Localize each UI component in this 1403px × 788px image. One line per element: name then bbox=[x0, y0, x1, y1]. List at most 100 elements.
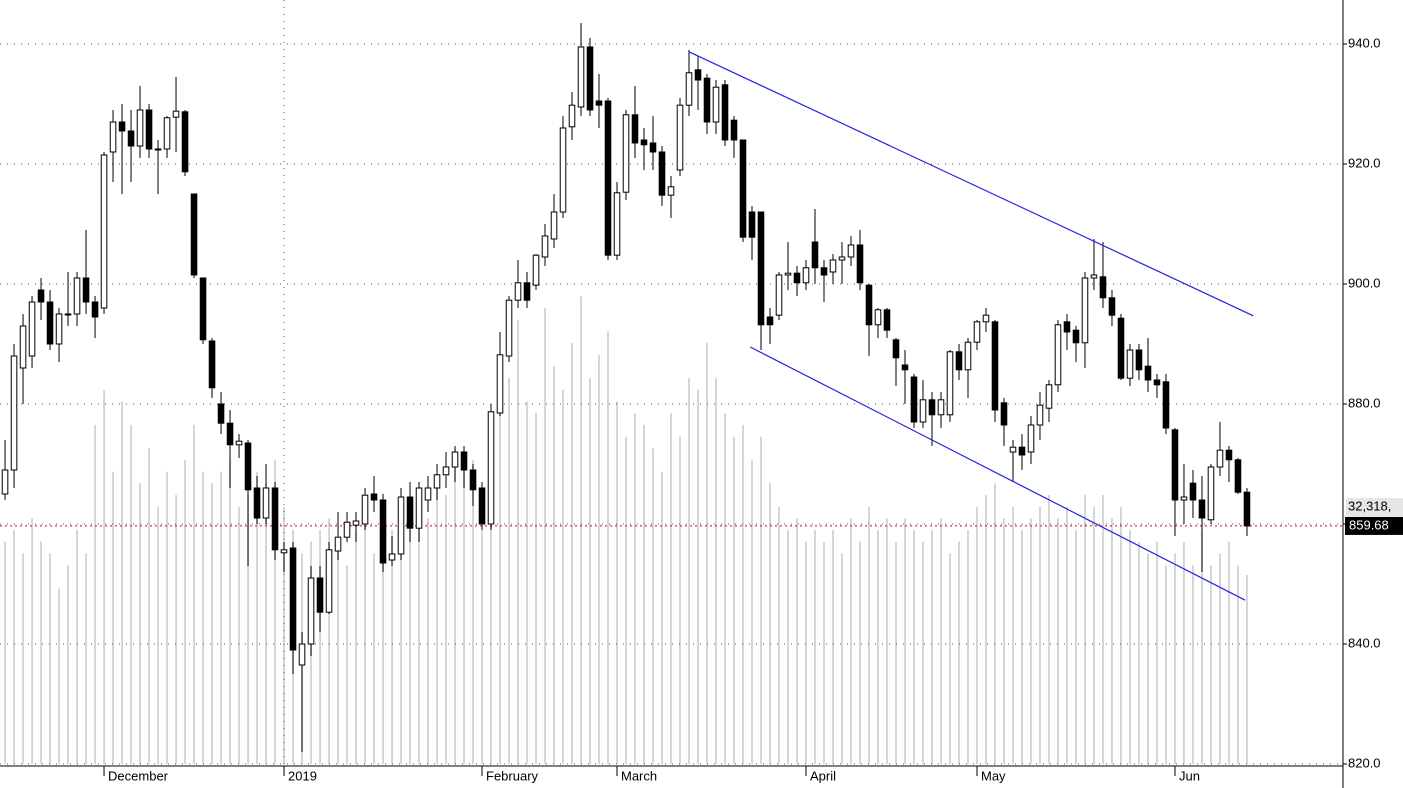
candle-body bbox=[496, 354, 504, 414]
candle-body bbox=[469, 469, 477, 491]
x-tick-label: February bbox=[486, 768, 539, 783]
candle-body bbox=[1144, 365, 1152, 381]
candle-body bbox=[487, 411, 495, 525]
candle-body bbox=[154, 148, 162, 151]
candle-body bbox=[1099, 276, 1107, 299]
candle-body bbox=[298, 643, 306, 666]
candle-body bbox=[730, 119, 738, 141]
candle-body bbox=[1, 469, 9, 495]
candle-body bbox=[658, 151, 666, 196]
candle-body bbox=[235, 440, 243, 446]
candle-body bbox=[1072, 329, 1080, 344]
candle-body bbox=[199, 277, 207, 341]
x-tick-label: April bbox=[810, 768, 836, 783]
candle-body bbox=[667, 186, 675, 196]
candle-body bbox=[559, 127, 567, 213]
candle-body bbox=[595, 100, 603, 106]
candle-body bbox=[1198, 499, 1206, 519]
candle-body bbox=[1243, 491, 1251, 527]
candle-body bbox=[325, 549, 333, 613]
candle-body bbox=[388, 553, 396, 561]
candle-body bbox=[46, 301, 54, 345]
candle-body bbox=[748, 211, 756, 238]
candle-body bbox=[811, 241, 819, 269]
candle-body bbox=[550, 211, 558, 240]
candle-body bbox=[955, 351, 963, 371]
candle-body bbox=[397, 496, 405, 555]
candle-body bbox=[145, 109, 153, 150]
candle-body bbox=[307, 577, 315, 645]
candle-body bbox=[802, 267, 810, 284]
candle-body bbox=[820, 267, 828, 276]
candle-body bbox=[64, 313, 72, 316]
candle-body bbox=[577, 46, 585, 108]
candle-body bbox=[640, 139, 648, 146]
candle-body bbox=[1009, 446, 1017, 453]
candle-body bbox=[604, 100, 612, 256]
candle-body bbox=[1225, 449, 1233, 461]
candle-body bbox=[1216, 449, 1224, 468]
candle-body bbox=[118, 121, 126, 132]
candle-body bbox=[217, 403, 225, 424]
candle-body bbox=[1018, 446, 1026, 456]
candle-body bbox=[91, 301, 99, 318]
candle-body bbox=[1126, 349, 1134, 379]
candle-body bbox=[352, 520, 360, 526]
candle-body bbox=[523, 282, 531, 301]
candle-body bbox=[451, 451, 459, 468]
candle-body bbox=[460, 451, 468, 471]
candle-body bbox=[172, 110, 180, 118]
candle-body bbox=[919, 399, 927, 423]
candle-body bbox=[1081, 277, 1089, 344]
candle-body bbox=[865, 284, 873, 326]
candle-body bbox=[289, 547, 297, 651]
x-tick-label: March bbox=[621, 768, 657, 783]
candle-body bbox=[271, 487, 279, 551]
candle-body bbox=[784, 272, 792, 276]
y-tick-label: 940.0 bbox=[1348, 35, 1381, 50]
candle-body bbox=[631, 114, 639, 144]
candle-body bbox=[442, 466, 450, 476]
last-price-label: 859.68 bbox=[1349, 517, 1389, 532]
candle-body bbox=[190, 193, 198, 276]
candle-body bbox=[928, 399, 936, 416]
candle-body bbox=[829, 259, 837, 273]
candle-body bbox=[415, 487, 423, 529]
candle-body bbox=[10, 355, 18, 471]
candle-body bbox=[892, 339, 900, 359]
candle-body bbox=[1180, 496, 1188, 501]
candle-body bbox=[19, 325, 27, 369]
candle-body bbox=[109, 121, 117, 153]
candle-body bbox=[379, 499, 387, 564]
candle-body bbox=[1063, 321, 1071, 333]
candle-body bbox=[847, 244, 855, 258]
candle-body bbox=[541, 235, 549, 258]
volume-label: 32,318, bbox=[1348, 498, 1391, 513]
candle-body bbox=[1090, 274, 1098, 279]
candle-body bbox=[1000, 402, 1008, 426]
candle-body bbox=[73, 277, 81, 315]
candle-body bbox=[856, 244, 864, 284]
candle-body bbox=[766, 316, 774, 326]
candle-body bbox=[532, 254, 540, 286]
candle-body bbox=[586, 46, 594, 111]
candle-body bbox=[334, 536, 342, 552]
candle-body bbox=[1162, 381, 1170, 429]
candle-body bbox=[1045, 384, 1053, 409]
trendline bbox=[688, 51, 1254, 317]
candle-body bbox=[1234, 459, 1242, 493]
candle-body bbox=[910, 376, 918, 423]
candle-body bbox=[1054, 324, 1062, 386]
candle-body bbox=[793, 272, 801, 284]
volume-label-box bbox=[1346, 498, 1403, 516]
candle-body bbox=[946, 351, 954, 416]
candle-body bbox=[82, 277, 90, 303]
candle-body bbox=[37, 289, 45, 303]
candle-body bbox=[253, 487, 261, 519]
candle-body bbox=[622, 114, 630, 193]
candle-body bbox=[1135, 349, 1143, 371]
candle-body bbox=[568, 104, 576, 128]
candle-body bbox=[55, 313, 63, 345]
